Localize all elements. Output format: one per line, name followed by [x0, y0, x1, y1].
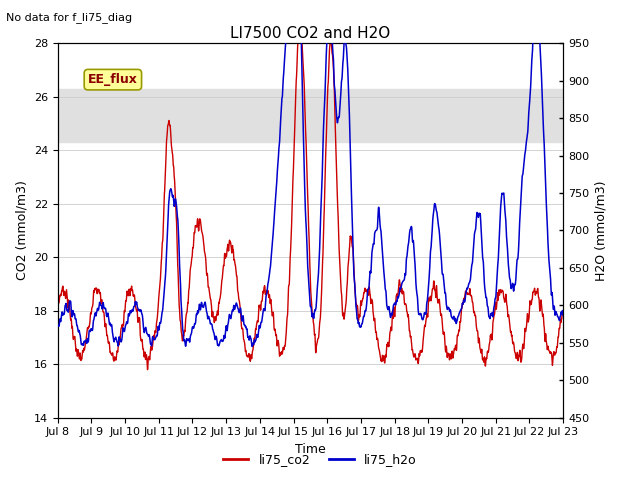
Legend: li75_co2, li75_h2o: li75_co2, li75_h2o — [218, 448, 422, 471]
Text: No data for f_li75_diag: No data for f_li75_diag — [6, 12, 132, 23]
Text: EE_flux: EE_flux — [88, 73, 138, 86]
Title: LI7500 CO2 and H2O: LI7500 CO2 and H2O — [230, 25, 390, 41]
Bar — [58, 89, 563, 142]
Y-axis label: H2O (mmol/m3): H2O (mmol/m3) — [595, 180, 608, 281]
Y-axis label: CO2 (mmol/m3): CO2 (mmol/m3) — [15, 180, 28, 280]
X-axis label: Time: Time — [295, 443, 326, 456]
